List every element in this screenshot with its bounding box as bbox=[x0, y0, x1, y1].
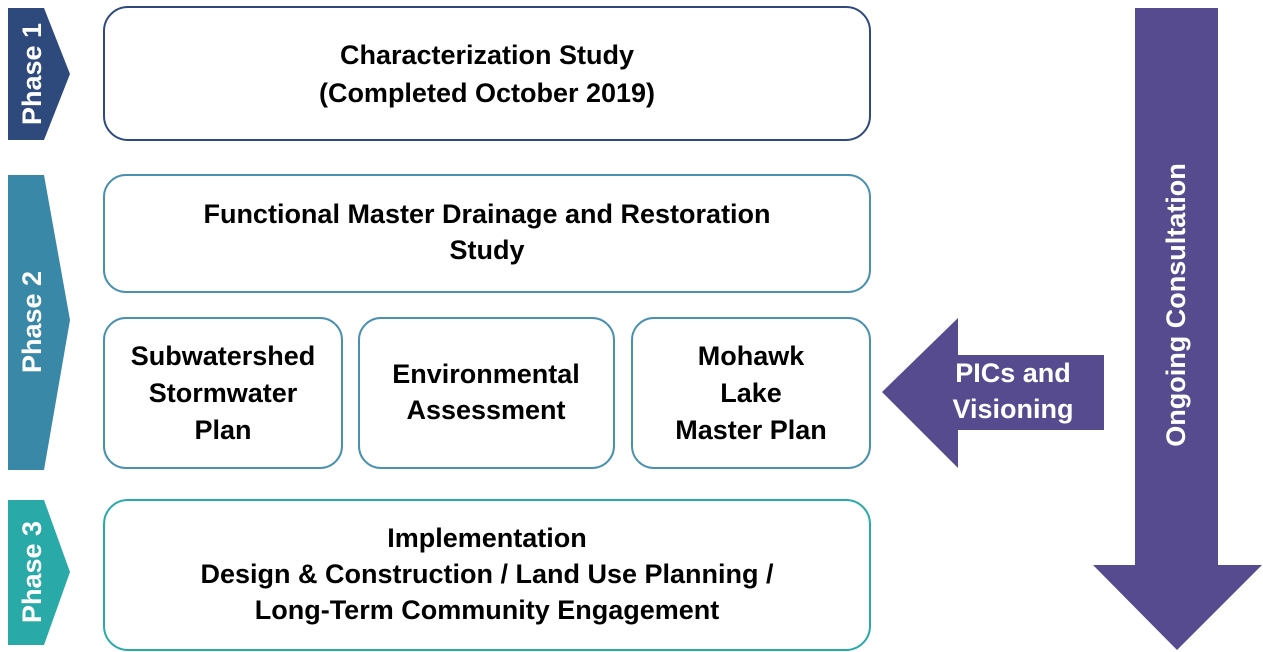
box-text: Functional Master Drainage and Restorati… bbox=[203, 199, 770, 229]
box-text: Mohawk bbox=[698, 341, 805, 371]
arrow-label: Ongoing Consultation bbox=[1161, 163, 1191, 446]
box-text: Implementation bbox=[387, 523, 587, 553]
box bbox=[358, 317, 615, 469]
box-text: Stormwater bbox=[149, 378, 298, 408]
box bbox=[631, 317, 871, 469]
box bbox=[103, 499, 871, 651]
box-text: Assessment bbox=[406, 395, 565, 425]
phase-label: Phase 1 bbox=[17, 23, 47, 125]
box-text: Environmental bbox=[392, 359, 580, 389]
box bbox=[103, 6, 871, 141]
box-text: Plan bbox=[194, 415, 251, 445]
box bbox=[103, 174, 871, 293]
box-text: Subwatershed bbox=[131, 341, 316, 371]
box bbox=[103, 317, 343, 469]
box-text: Characterization Study bbox=[340, 40, 634, 70]
box-text: Long-Term Community Engagement bbox=[255, 595, 720, 625]
consultation-arrow bbox=[1093, 8, 1262, 650]
phase-tab bbox=[8, 8, 70, 140]
arrow-label: Visioning bbox=[952, 394, 1073, 424]
input-arrow bbox=[882, 318, 1104, 468]
phase-tab bbox=[8, 500, 70, 645]
box-text: Master Plan bbox=[675, 415, 827, 445]
box-text: (Completed October 2019) bbox=[319, 78, 655, 108]
box-text: Design & Construction / Land Use Plannin… bbox=[200, 559, 774, 589]
box-text: Lake bbox=[720, 378, 782, 408]
phase-label: Phase 3 bbox=[17, 521, 47, 623]
phase-label: Phase 2 bbox=[17, 271, 47, 373]
arrow-label: PICs and bbox=[955, 358, 1071, 388]
box-text: Study bbox=[449, 235, 524, 265]
phase-tab bbox=[8, 175, 70, 470]
